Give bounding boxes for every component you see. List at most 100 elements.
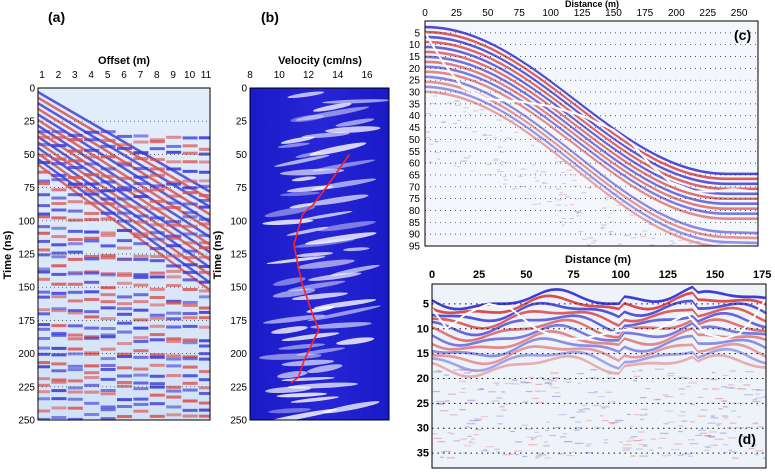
- reflection-segment: [149, 207, 165, 211]
- reflection-segment: [149, 287, 165, 291]
- reflection-segment: [67, 290, 83, 294]
- reflection-segment: [182, 388, 198, 392]
- noise-speck: [667, 372, 675, 375]
- panel-c-interface-line: [425, 32, 755, 193]
- noise-speck: [645, 388, 650, 390]
- noise-speck: [569, 218, 574, 220]
- noise-speck: [425, 113, 432, 115]
- noise-speck: [468, 371, 472, 373]
- panel-c-xticks: 0 25 50 75 100 125 150 175 200 225 250: [422, 8, 748, 19]
- reflection-segment: [166, 275, 182, 279]
- noise-speck: [707, 402, 717, 404]
- reflection-segment: [182, 312, 198, 316]
- noise-speck: [520, 382, 529, 384]
- noise-speck: [555, 188, 561, 190]
- semblance-streak: [295, 252, 334, 257]
- reflection-segment: [84, 280, 100, 284]
- reflection-segment: [149, 157, 165, 161]
- reflection-segment: [182, 160, 198, 164]
- noise-speck: [470, 170, 474, 172]
- noise-speck: [646, 263, 650, 264]
- reflection-segment: [166, 357, 182, 361]
- reflection-segment: [166, 337, 182, 341]
- reflection-segment: [67, 182, 83, 186]
- semblance-streak: [278, 343, 326, 350]
- noise-speck: [722, 374, 729, 377]
- reflection-segment: [166, 299, 182, 303]
- x-tick-label: 14: [332, 70, 344, 81]
- noise-speck: [712, 241, 715, 243]
- x-tick-label: 2: [56, 70, 62, 81]
- noise-speck: [718, 408, 723, 410]
- noise-speck: [731, 410, 737, 412]
- reflection-segment: [100, 130, 116, 134]
- noise-speck: [474, 433, 480, 436]
- noise-speck: [640, 397, 647, 399]
- noise-speck: [453, 440, 461, 442]
- noise-speck: [727, 384, 734, 386]
- reflection-segment: [199, 241, 210, 245]
- noise-speck: [653, 399, 661, 401]
- noise-speck: [453, 369, 458, 371]
- reflection-segment: [149, 255, 165, 259]
- noise-speck: [684, 377, 691, 379]
- reflection-segment: [38, 390, 50, 394]
- reflection-segment: [117, 321, 132, 325]
- noise-speck: [457, 368, 465, 370]
- noise-speck: [691, 263, 694, 264]
- noise-speck: [491, 400, 500, 402]
- reflection-segment: [166, 422, 181, 425]
- noise-speck: [648, 223, 653, 225]
- noise-speck: [741, 435, 748, 437]
- noise-speck: [566, 454, 574, 457]
- noise-speck: [554, 151, 559, 153]
- reflection-segment: [199, 408, 210, 412]
- noise-speck: [601, 406, 610, 408]
- panel-a-label: (a): [48, 9, 65, 25]
- noise-speck: [730, 451, 738, 453]
- panel-d-interface-line: [432, 298, 766, 340]
- noise-speck: [440, 451, 446, 453]
- semblance-streak: [312, 103, 352, 112]
- noise-speck: [727, 426, 732, 429]
- y-tick-label: 100: [230, 216, 247, 227]
- reflection-segment: [149, 275, 165, 279]
- noise-speck: [573, 210, 580, 212]
- reflection-segment: [182, 316, 198, 320]
- noise-speck: [536, 377, 542, 379]
- reflection-segment: [84, 230, 100, 234]
- reflection-segment: [199, 414, 210, 418]
- reflection-segment: [67, 250, 83, 254]
- noise-speck: [720, 243, 725, 245]
- reflection-segment: [100, 389, 116, 393]
- noise-speck: [585, 445, 591, 447]
- noise-speck: [571, 451, 576, 453]
- reflection-segment: [166, 223, 182, 227]
- reflection-segment: [51, 264, 67, 268]
- reflection-segment: [182, 374, 198, 378]
- noise-speck: [630, 237, 637, 239]
- reflection-segment: [84, 162, 100, 166]
- reflection-segment: [199, 316, 210, 320]
- noise-speck: [475, 419, 481, 421]
- noise-speck: [750, 436, 755, 438]
- y-tick-label: 5: [423, 298, 429, 310]
- reflection-segment: [182, 414, 198, 418]
- reflection-segment: [38, 312, 50, 316]
- reflection-band: [432, 326, 766, 351]
- reflection-segment: [100, 333, 116, 337]
- reflection-segment: [51, 369, 67, 373]
- noise-speck: [540, 377, 545, 379]
- reflection-segment: [67, 242, 83, 246]
- noise-speck: [658, 447, 662, 449]
- reflection-segment: [100, 197, 116, 201]
- semblance-streak: [330, 264, 380, 276]
- reflection-segment: [67, 149, 83, 153]
- reflection-segment: [133, 427, 148, 430]
- noise-speck: [703, 435, 710, 437]
- noise-speck: [577, 382, 581, 384]
- noise-speck: [554, 392, 561, 394]
- noise-speck: [594, 391, 598, 393]
- reflection-segment: [100, 367, 116, 371]
